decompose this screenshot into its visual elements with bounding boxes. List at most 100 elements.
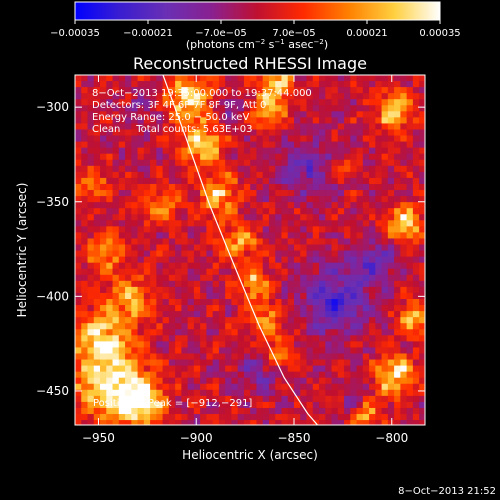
heatmap-cell xyxy=(300,153,308,161)
heatmap-cell xyxy=(400,329,408,336)
heatmap-cell xyxy=(268,377,276,385)
heatmap-cell xyxy=(125,190,132,197)
heatmap-cell xyxy=(350,129,358,137)
heatmap-cell xyxy=(400,190,408,197)
heatmap-cell xyxy=(356,317,364,324)
heatmap-cell xyxy=(75,87,82,94)
heatmap-cell xyxy=(125,196,132,203)
heatmap-cell xyxy=(319,105,326,112)
heatmap-cell xyxy=(275,286,283,294)
heatmap-cell xyxy=(406,141,414,149)
heatmap-cell xyxy=(306,238,314,246)
heatmap-cell xyxy=(406,341,414,349)
heatmap-cell xyxy=(344,226,351,234)
heatmap-cell xyxy=(381,117,389,125)
heatmap-cell xyxy=(325,305,333,312)
heatmap-cell xyxy=(193,347,201,355)
heatmap-cell xyxy=(394,232,401,240)
heatmap-cell xyxy=(419,202,425,209)
heatmap-cell xyxy=(93,377,101,385)
heatmap-cell xyxy=(400,341,408,349)
heatmap-cell xyxy=(337,347,345,355)
x-axis: −950 −900 −850 −800 xyxy=(82,75,408,445)
heatmap-cell xyxy=(118,202,126,209)
heatmap-cell xyxy=(218,274,226,282)
heatmap-cell xyxy=(237,286,245,294)
heatmap-cell xyxy=(125,208,132,215)
heatmap-cell xyxy=(175,420,182,425)
heatmap-cell xyxy=(118,87,126,94)
heatmap-cell xyxy=(256,208,264,215)
heatmap-cell xyxy=(81,262,89,270)
heatmap-cell xyxy=(356,105,364,112)
heatmap-cell xyxy=(375,359,383,367)
heatmap-cell xyxy=(175,220,182,227)
heatmap-cell xyxy=(381,147,389,155)
heatmap-cell xyxy=(337,183,345,191)
heatmap-cell xyxy=(319,262,326,270)
heatmap-cell xyxy=(162,311,170,318)
heatmap-cell xyxy=(350,196,358,203)
heatmap-cell xyxy=(287,159,295,167)
heatmap-cell xyxy=(319,365,326,373)
heatmap-cell xyxy=(306,414,314,421)
heatmap-cell xyxy=(193,87,201,94)
heatmap-cell xyxy=(337,401,345,409)
heatmap-cell xyxy=(394,347,401,355)
heatmap-cell xyxy=(419,159,425,167)
heatmap-cell xyxy=(362,286,370,294)
heatmap-cell xyxy=(243,329,251,336)
heatmap-cell xyxy=(287,123,295,131)
heatmap-cell xyxy=(168,420,176,425)
heatmap-cell xyxy=(200,105,207,112)
heatmap-cell xyxy=(87,190,95,197)
heatmap-cell xyxy=(162,220,170,227)
heatmap-cell xyxy=(87,226,95,234)
heatmap-cell xyxy=(212,329,220,336)
heatmap-cell xyxy=(118,268,126,276)
heatmap-cell xyxy=(262,129,270,137)
heatmap-cell xyxy=(293,365,301,373)
heatmap-cell xyxy=(237,377,245,385)
heatmap-cell xyxy=(350,87,358,94)
heatmap-cell xyxy=(412,238,420,246)
heatmap-cell xyxy=(143,159,151,167)
heatmap-cell xyxy=(75,280,82,288)
heatmap-cell xyxy=(275,335,283,342)
heatmap-cell xyxy=(319,311,326,318)
heatmap-cell xyxy=(406,420,414,425)
heatmap-cell xyxy=(143,75,151,82)
heatmap-cell xyxy=(75,232,82,240)
heatmap-cell xyxy=(218,414,226,421)
heatmap-cell xyxy=(75,317,82,324)
heatmap-cell xyxy=(168,99,176,106)
heatmap-cell xyxy=(300,420,308,425)
heatmap-cell xyxy=(118,311,126,318)
heatmap-cell xyxy=(256,299,264,306)
heatmap-cell xyxy=(168,311,176,318)
heatmap-cell xyxy=(300,135,308,143)
heatmap-cell xyxy=(175,359,182,367)
heatmap-cell xyxy=(181,81,189,88)
heatmap-cell xyxy=(106,323,114,330)
heatmap-cell xyxy=(243,420,251,425)
heatmap-cell xyxy=(237,171,245,179)
heatmap-cell xyxy=(181,208,189,215)
heatmap-cell xyxy=(319,226,326,234)
heatmap-cell xyxy=(419,395,425,403)
heatmap-cell xyxy=(175,232,182,240)
heatmap-cell xyxy=(137,371,145,379)
heatmap-cell xyxy=(87,274,95,282)
heatmap-cell xyxy=(150,262,157,270)
heatmap-cell xyxy=(218,105,226,112)
heatmap-cell xyxy=(168,305,176,312)
heatmap-cell xyxy=(419,226,425,234)
heatmap-cell xyxy=(156,105,164,112)
heatmap-cell xyxy=(175,262,182,270)
heatmap-cell xyxy=(137,365,145,373)
heatmap-cell xyxy=(218,311,226,318)
heatmap-cell xyxy=(112,401,120,409)
heatmap-cell xyxy=(337,135,345,143)
heatmap-cell xyxy=(75,420,82,425)
heatmap-cell xyxy=(306,268,314,276)
